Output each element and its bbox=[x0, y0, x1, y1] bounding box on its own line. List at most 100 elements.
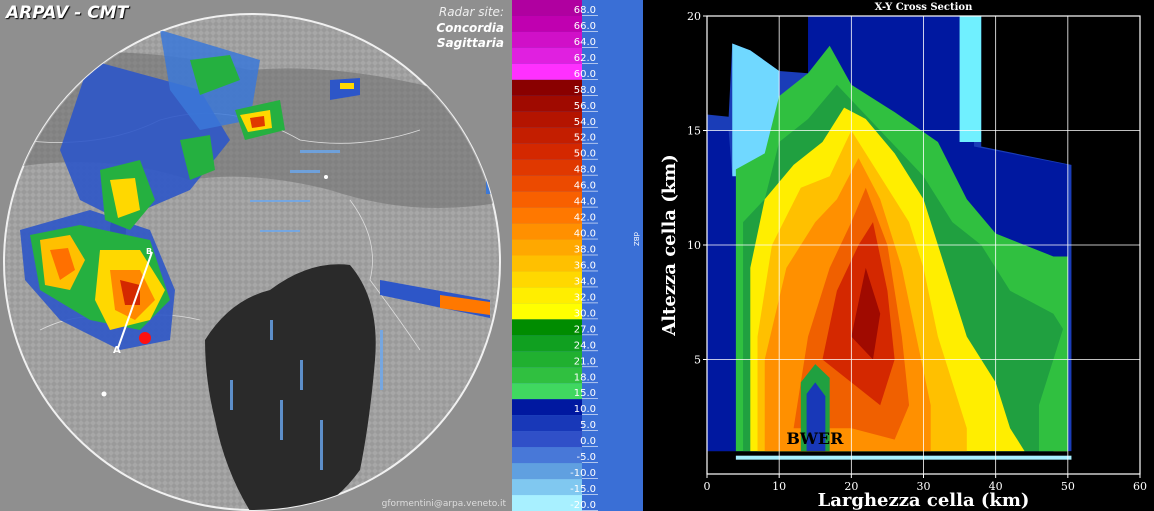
scale-swatch bbox=[512, 495, 582, 511]
author-email: gformentini@arpa.veneto.it bbox=[381, 499, 506, 509]
scale-swatch bbox=[512, 335, 582, 352]
scale-swatch bbox=[512, 351, 582, 368]
scale-level-label: 24.0 bbox=[574, 340, 596, 351]
scale-level-label: 60.0 bbox=[574, 69, 596, 80]
scale-swatch bbox=[512, 127, 582, 144]
y-axis-label: Altezza cella (km) bbox=[659, 154, 680, 337]
scale-bars: 68.0 66.0 64.0 62.0 60.0 58.0 56.0 54.0 52.0 50.0… bbox=[512, 0, 598, 511]
scale-level-label: 48.0 bbox=[574, 165, 596, 176]
scale-swatch bbox=[512, 47, 582, 64]
scale-swatch bbox=[512, 383, 582, 400]
map-title: ARPAV - CMT bbox=[6, 3, 129, 23]
scale-swatch bbox=[512, 239, 582, 256]
radar-site-label: Radar site: bbox=[438, 5, 504, 19]
x-tick-label: 60 bbox=[1133, 480, 1147, 493]
scale-swatch bbox=[512, 207, 582, 224]
reflectivity-scale: 68.0 66.0 64.0 62.0 60.0 58.0 56.0 54.0 52.0 50.0… bbox=[512, 0, 643, 511]
radar-map-panel: ARPAV - CMT Radar site: Concordia Sagitt… bbox=[0, 0, 512, 511]
y-tick-label: 5 bbox=[694, 354, 701, 367]
scale-level-label: -5.0 bbox=[576, 452, 596, 463]
y-tick-label: 10 bbox=[687, 239, 701, 252]
scale-swatch bbox=[512, 303, 582, 320]
scale-level-label: 5.0 bbox=[580, 420, 596, 431]
y-tick-label: 15 bbox=[687, 125, 701, 138]
scale-level-label: 40.0 bbox=[574, 229, 596, 240]
section-line[interactable] bbox=[117, 251, 153, 349]
scale-level-label: 34.0 bbox=[574, 276, 596, 287]
scale-level-label: 52.0 bbox=[574, 133, 596, 144]
scale-swatch bbox=[512, 367, 582, 384]
scale-level-label: 42.0 bbox=[574, 213, 596, 224]
scale-swatch bbox=[512, 431, 582, 448]
bwer-annotation: BWER bbox=[786, 429, 844, 448]
scale-swatch bbox=[512, 223, 582, 240]
scale-swatch bbox=[512, 479, 582, 496]
scale-swatch bbox=[512, 175, 582, 192]
scale-level-label: 21.0 bbox=[574, 356, 596, 367]
cross-section-panel: 0 10 20 30 40 50 60 5 10 15 20 X-Y Cross Section Lar… bbox=[643, 0, 1154, 511]
scale-level-label: 27.0 bbox=[574, 324, 596, 335]
scale-swatch bbox=[512, 255, 582, 272]
scale-swatch bbox=[512, 191, 582, 208]
radar-site-marker[interactable] bbox=[139, 332, 151, 344]
cross-section-chart[interactable]: 0 10 20 30 40 50 60 5 10 15 20 X-Y Cross Section Lar… bbox=[643, 0, 1154, 511]
scale-level-label: 30.0 bbox=[574, 308, 596, 319]
scale-level-label: 36.0 bbox=[574, 260, 596, 271]
scale-swatch bbox=[512, 415, 582, 432]
scale-level-label: 54.0 bbox=[574, 117, 596, 128]
scale-swatch bbox=[512, 159, 582, 176]
x-axis-label: Larghezza cella (km) bbox=[818, 490, 1030, 511]
x-tick-label: 40 bbox=[989, 480, 1003, 493]
scale-swatch bbox=[512, 95, 582, 112]
scale-level-label: 10.0 bbox=[574, 404, 596, 415]
section-start-label: A bbox=[113, 345, 121, 356]
scale-swatch bbox=[512, 0, 582, 16]
ground-strip bbox=[735, 455, 1072, 460]
scale-swatch bbox=[512, 271, 582, 288]
scale-level-label: 32.0 bbox=[574, 292, 596, 303]
scale-level-label: 66.0 bbox=[574, 21, 596, 32]
scale-level-label: 56.0 bbox=[574, 101, 596, 112]
scale-swatch bbox=[512, 447, 582, 464]
reflectivity-contour bbox=[959, 16, 982, 142]
chart-title: X-Y Cross Section bbox=[875, 2, 973, 13]
scale-level-label: 15.0 bbox=[574, 388, 596, 399]
radar-map[interactable] bbox=[0, 0, 512, 511]
scale-level-label: -10.0 bbox=[570, 468, 596, 479]
x-tick-label: 30 bbox=[917, 480, 931, 493]
radar-site-name-1: Concordia bbox=[436, 21, 504, 35]
sea-area bbox=[205, 264, 376, 510]
scale-swatch bbox=[512, 111, 582, 128]
scale-level-label: 18.0 bbox=[574, 372, 596, 383]
x-tick-label: 0 bbox=[704, 480, 711, 493]
scale-level-label: 62.0 bbox=[574, 53, 596, 64]
reflectivity-contour bbox=[851, 267, 881, 360]
scale-level-label: 44.0 bbox=[574, 197, 596, 208]
scale-level-label: 64.0 bbox=[574, 37, 596, 48]
scale-swatch bbox=[512, 319, 582, 336]
scale-swatch bbox=[512, 31, 582, 48]
scale-swatch bbox=[512, 63, 582, 80]
section-end-label: B bbox=[146, 247, 153, 256]
reflectivity-contour bbox=[806, 382, 826, 452]
y-tick-label: 20 bbox=[687, 10, 701, 23]
radar-site-name-2: Sagittaria bbox=[436, 36, 504, 50]
scale-swatch bbox=[512, 15, 582, 32]
scale-level-label: 0.0 bbox=[580, 436, 596, 447]
x-tick-label: 50 bbox=[1061, 480, 1075, 493]
scale-unit-label: dBZ bbox=[632, 232, 640, 247]
x-tick-label: 20 bbox=[844, 480, 858, 493]
scale-level-label: 38.0 bbox=[574, 245, 596, 256]
scale-swatch bbox=[512, 399, 582, 416]
scale-level-label: 46.0 bbox=[574, 181, 596, 192]
scale-level-label: 50.0 bbox=[574, 149, 596, 160]
scale-level-label: -15.0 bbox=[570, 484, 596, 495]
scale-swatch bbox=[512, 79, 582, 96]
scale-swatch bbox=[512, 287, 582, 304]
scale-swatch bbox=[512, 463, 582, 480]
reflectivity-contour bbox=[1038, 313, 1068, 452]
x-tick-label: 10 bbox=[772, 480, 786, 493]
scale-level-label: -20.0 bbox=[570, 500, 596, 511]
radar-site-name: Concordia Sagittaria bbox=[436, 21, 504, 51]
scale-level-label: 68.0 bbox=[574, 5, 596, 16]
